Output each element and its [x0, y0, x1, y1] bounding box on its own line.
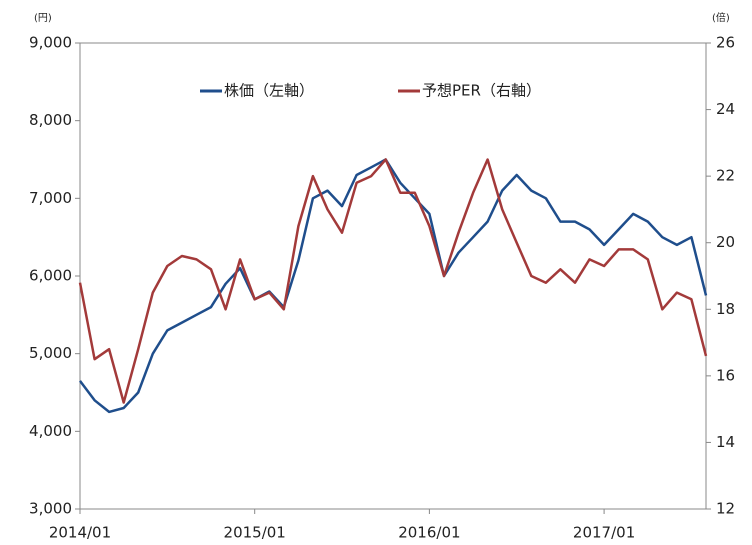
- y-tick-label: 4,000: [29, 422, 72, 440]
- x-tick-label: 2014/01: [49, 524, 111, 542]
- y2-unit: (倍): [712, 11, 730, 24]
- series-line: [78, 158, 708, 404]
- y2-tick-label: 18: [716, 300, 735, 318]
- series-line: [79, 158, 708, 414]
- y2-tick-label: 24: [716, 100, 735, 118]
- y-unit: (円): [34, 13, 52, 24]
- plot-frame: [79, 42, 707, 510]
- y-tick-label: 8,000: [29, 111, 72, 129]
- y2-tick-label: 20: [716, 233, 735, 251]
- x-tick-label: 2017/01: [573, 524, 635, 542]
- y2-tick-label: 14: [716, 433, 735, 451]
- y-tick-label: 6,000: [29, 267, 72, 285]
- y2-tick-label: 22: [716, 167, 735, 185]
- y-tick-label: 3,000: [29, 500, 72, 518]
- legend-label: 予想PER（右軸）: [422, 82, 541, 100]
- legend-label: 株価（左軸）: [224, 82, 314, 100]
- x-tick-label: 2015/01: [224, 524, 286, 542]
- y2-tick-label: 12: [716, 500, 735, 518]
- y-tick-label: 9,000: [29, 34, 72, 52]
- y2-tick-label: 16: [716, 366, 735, 384]
- y-tick-label: 5,000: [29, 344, 72, 362]
- y2-tick-label: 26: [716, 34, 735, 52]
- x-tick-label: 2016/01: [398, 524, 460, 542]
- y-tick-label: 7,000: [29, 189, 72, 207]
